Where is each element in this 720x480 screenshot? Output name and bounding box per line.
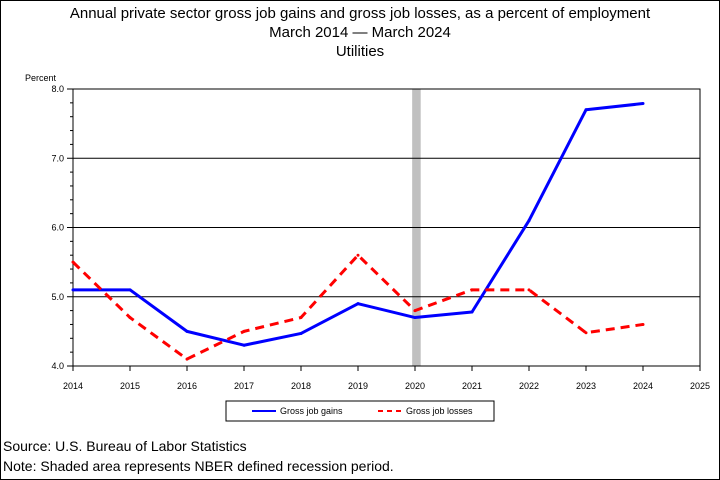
data-point-losses-2017 xyxy=(242,329,246,333)
recession-note: Note: Shaded area represents NBER define… xyxy=(3,458,394,474)
chart-title: Annual private sector gross job gains an… xyxy=(69,5,651,22)
x-tick-label: 2019 xyxy=(348,381,368,391)
data-point-gains-2015 xyxy=(128,288,132,292)
y-tick-label: 5.0 xyxy=(51,292,64,302)
chart-subtitle-period: March 2014 — March 2024 xyxy=(269,24,451,41)
x-tick-label: 2016 xyxy=(177,381,197,391)
data-point-losses-2015 xyxy=(128,316,132,320)
y-tick-label: 6.0 xyxy=(51,223,64,233)
y-tick-label: 4.0 xyxy=(51,361,64,371)
data-point-losses-2019 xyxy=(356,253,360,257)
data-point-gains-2016 xyxy=(185,329,189,333)
data-point-gains-2018 xyxy=(299,331,303,335)
series-line-gross-job-gains xyxy=(73,102,644,347)
y-axis-label: Percent xyxy=(25,73,57,83)
data-point-losses-2020 xyxy=(413,309,417,313)
chart-title-block: Annual private sector gross job gains an… xyxy=(0,4,720,61)
data-point-losses-2023 xyxy=(584,331,588,335)
x-tick-label: 2022 xyxy=(519,381,539,391)
source-note: Source: U.S. Bureau of Labor Statistics xyxy=(3,438,247,454)
y-tick-label: 7.0 xyxy=(51,153,64,163)
data-point-gains-2021 xyxy=(470,310,474,314)
x-tick-label: 2015 xyxy=(120,381,140,391)
data-point-gains-2017 xyxy=(242,343,246,347)
data-point-losses-2024 xyxy=(641,322,645,326)
x-tick-label: 2021 xyxy=(462,381,482,391)
data-point-gains-2014 xyxy=(71,288,75,292)
chart-subtitle-industry: Utilities xyxy=(335,43,385,60)
data-point-gains-2022 xyxy=(527,219,531,223)
x-tick-label: 2024 xyxy=(633,381,653,391)
data-point-gains-2019 xyxy=(356,302,360,306)
x-tick-label: 2014 xyxy=(63,381,83,391)
data-point-losses-2016 xyxy=(185,357,189,361)
legend-label-gains: Gross job gains xyxy=(280,406,343,416)
y-tick-label: 8.0 xyxy=(51,84,64,94)
legend-label-losses: Gross job losses xyxy=(406,406,473,416)
data-point-losses-2014 xyxy=(71,260,75,264)
x-tick-label: 2018 xyxy=(291,381,311,391)
series-line-gross-job-losses xyxy=(71,253,644,361)
data-point-gains-2020 xyxy=(413,316,417,320)
data-point-losses-2018 xyxy=(299,316,303,320)
data-point-gains-2023 xyxy=(584,108,588,112)
legend-box xyxy=(225,400,495,422)
data-point-gains-2024 xyxy=(641,102,645,106)
data-point-losses-2021 xyxy=(470,288,474,292)
x-tick-label: 2023 xyxy=(576,381,596,391)
data-point-losses-2022 xyxy=(527,288,531,292)
x-tick-label: 2017 xyxy=(234,381,254,391)
x-tick-label: 2025 xyxy=(690,381,710,391)
x-tick-label: 2020 xyxy=(405,381,425,391)
